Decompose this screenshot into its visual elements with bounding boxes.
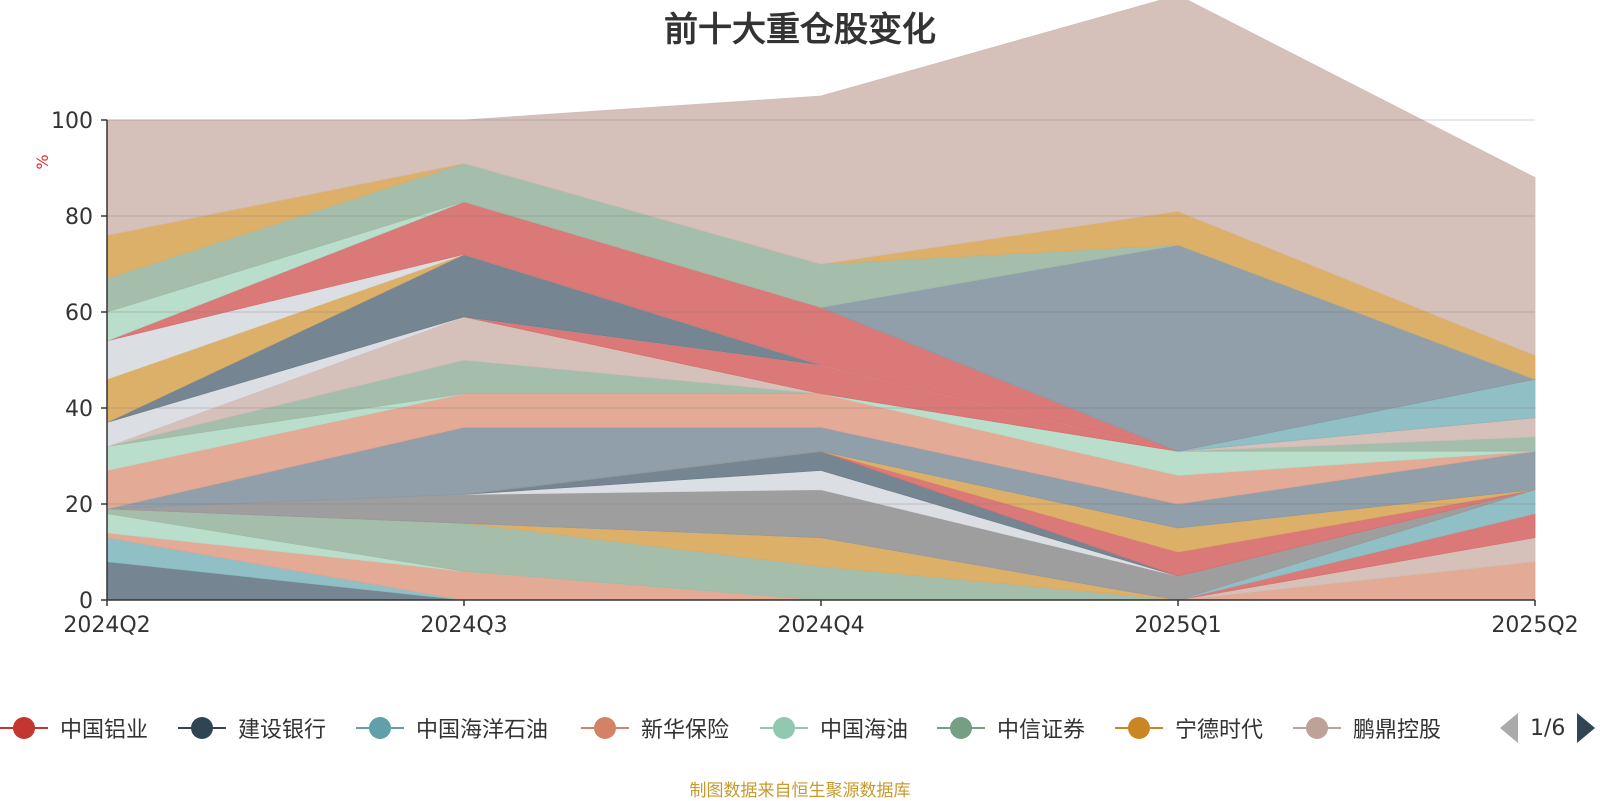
legend-label: 鹏鼎控股 — [1353, 718, 1442, 743]
pager-text: 1/6 — [1530, 715, 1566, 741]
legend-item[interactable]: 中国海油 — [760, 708, 908, 748]
x-tick-label: 2024Q2 — [63, 613, 150, 638]
x-tick-label: 2024Q3 — [420, 613, 507, 638]
legend-item[interactable]: 中国海洋石油 — [356, 708, 548, 748]
chart-title: 前十大重仓股变化 — [664, 10, 936, 50]
legend-item[interactable]: 中国铝业 — [0, 708, 148, 748]
legend-marker-icon — [178, 716, 226, 740]
legend-label: 中国海油 — [820, 718, 909, 743]
area-layer-31 — [106, 0, 1536, 356]
legend-marker-icon — [0, 716, 48, 740]
legend-pager: 1/6 — [1500, 712, 1596, 744]
legend-item[interactable]: 建设银行 — [178, 708, 326, 748]
pager-prev-icon[interactable] — [1500, 713, 1518, 743]
legend-item[interactable]: 中信证券 — [937, 708, 1085, 748]
y-tick-label: 40 — [65, 397, 93, 422]
y-axis-unit-label: % — [33, 154, 52, 169]
y-tick-label: 60 — [65, 301, 93, 326]
legend-item[interactable]: 宁德时代 — [1115, 708, 1263, 748]
legend-label: 建设银行 — [238, 718, 327, 743]
pager-next-icon[interactable] — [1577, 713, 1596, 743]
legend-marker-icon — [356, 716, 404, 740]
legend-marker-icon — [937, 716, 985, 740]
y-tick-label: 0 — [79, 589, 93, 614]
y-tick-label: 80 — [65, 205, 93, 230]
y-tick-label: 20 — [65, 493, 93, 518]
legend-marker-icon — [581, 716, 629, 740]
stacked-area-chart: 0 20 40 60 80 100% 2024Q2 2024Q3 2024Q4 2025Q1 202… — [33, 0, 1579, 638]
area-series — [106, 0, 1537, 601]
legend-label: 中国海洋石油 — [416, 718, 549, 743]
legend-marker-icon — [1293, 716, 1341, 740]
x-tick-label: 2025Q1 — [1134, 613, 1221, 638]
legend-marker-icon — [1115, 716, 1163, 740]
legend-label: 中信证券 — [997, 718, 1086, 743]
y-tick-label: 100 — [51, 109, 93, 134]
legend-label: 中国铝业 — [60, 718, 149, 743]
legend-marker-icon — [760, 716, 808, 740]
axes: 0 20 40 60 80 100% 2024Q2 2024Q3 2024Q4 2025Q1 202… — [33, 109, 1579, 638]
legend-item[interactable]: 新华保险 — [581, 708, 729, 748]
data-source-note: 制图数据来自恒生聚源数据库 — [689, 781, 911, 801]
chart-legend: 中国铝业 建设银行 中国海洋石油 新华保险 中国海油 中信证券 宁德时代 鹏鼎控股 — [0, 708, 1600, 748]
legend-item[interactable]: 鹏鼎控股 — [1293, 708, 1441, 748]
legend-label: 宁德时代 — [1175, 718, 1264, 743]
legend-label: 新华保险 — [641, 718, 730, 743]
x-tick-label: 2025Q2 — [1491, 613, 1578, 638]
x-tick-label: 2024Q4 — [777, 613, 864, 638]
